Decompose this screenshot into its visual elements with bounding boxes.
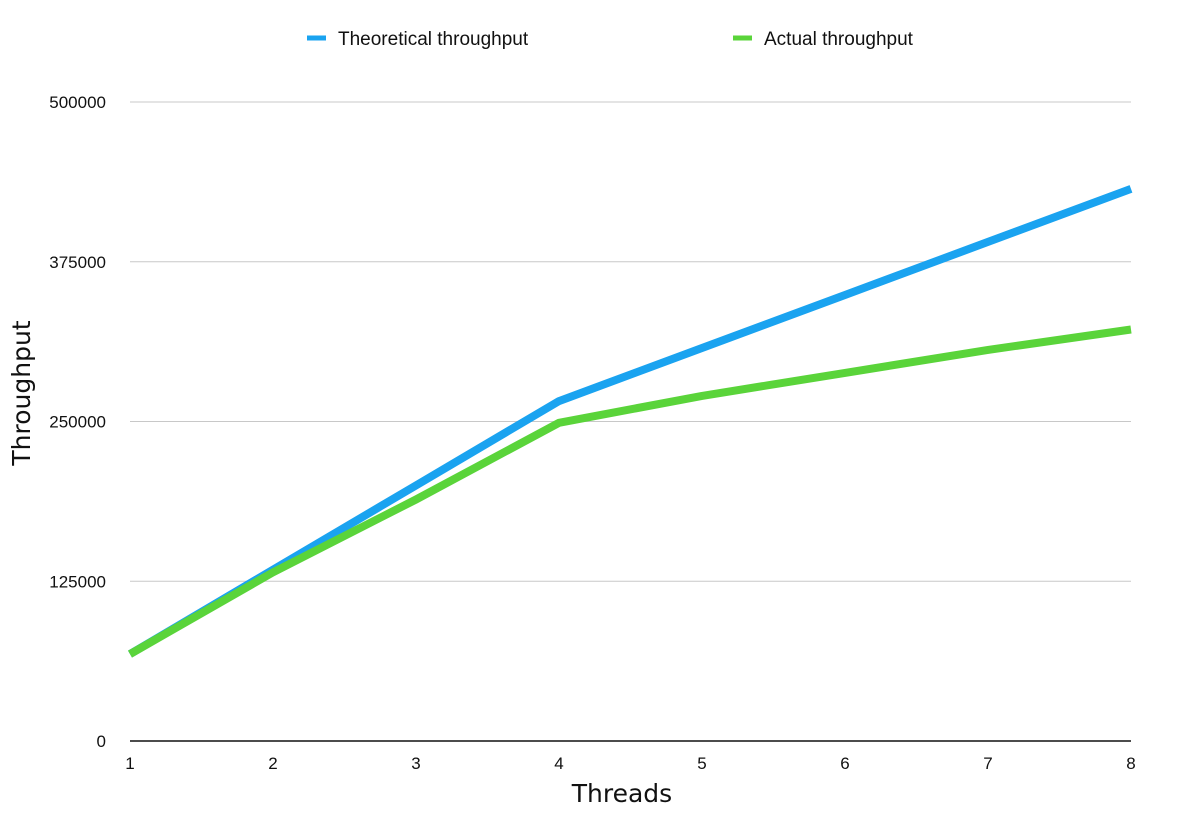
y-axis-title: Throughput bbox=[7, 320, 36, 466]
x-tick-label: 6 bbox=[840, 754, 849, 773]
x-tick-label: 4 bbox=[554, 754, 563, 773]
y-axis-ticks: 0 125000 250000 375000 500000 bbox=[49, 93, 106, 751]
x-tick-label: 5 bbox=[697, 754, 706, 773]
series-line-actual bbox=[128, 325, 1132, 658]
legend-label: Theoretical throughput bbox=[338, 29, 529, 50]
series-line-theoretical bbox=[127, 185, 1133, 658]
y-tick-label: 0 bbox=[97, 732, 106, 751]
x-tick-label: 3 bbox=[411, 754, 420, 773]
y-tick-label: 375000 bbox=[49, 253, 106, 272]
x-tick-label: 2 bbox=[268, 754, 277, 773]
series-lines bbox=[127, 185, 1133, 658]
legend: Theoretical throughput Actual throughput bbox=[307, 29, 914, 50]
y-tick-label: 500000 bbox=[49, 93, 106, 112]
gridlines bbox=[130, 101, 1131, 582]
y-tick-label: 250000 bbox=[49, 413, 106, 432]
legend-label: Actual throughput bbox=[764, 29, 914, 50]
x-axis-ticks: 1 2 3 4 5 6 7 8 bbox=[125, 754, 1135, 773]
x-tick-label: 7 bbox=[983, 754, 992, 773]
x-tick-label: 8 bbox=[1126, 754, 1135, 773]
x-axis-title: Threads bbox=[571, 779, 672, 808]
y-tick-label: 125000 bbox=[49, 572, 106, 591]
x-tick-label: 1 bbox=[125, 754, 134, 773]
